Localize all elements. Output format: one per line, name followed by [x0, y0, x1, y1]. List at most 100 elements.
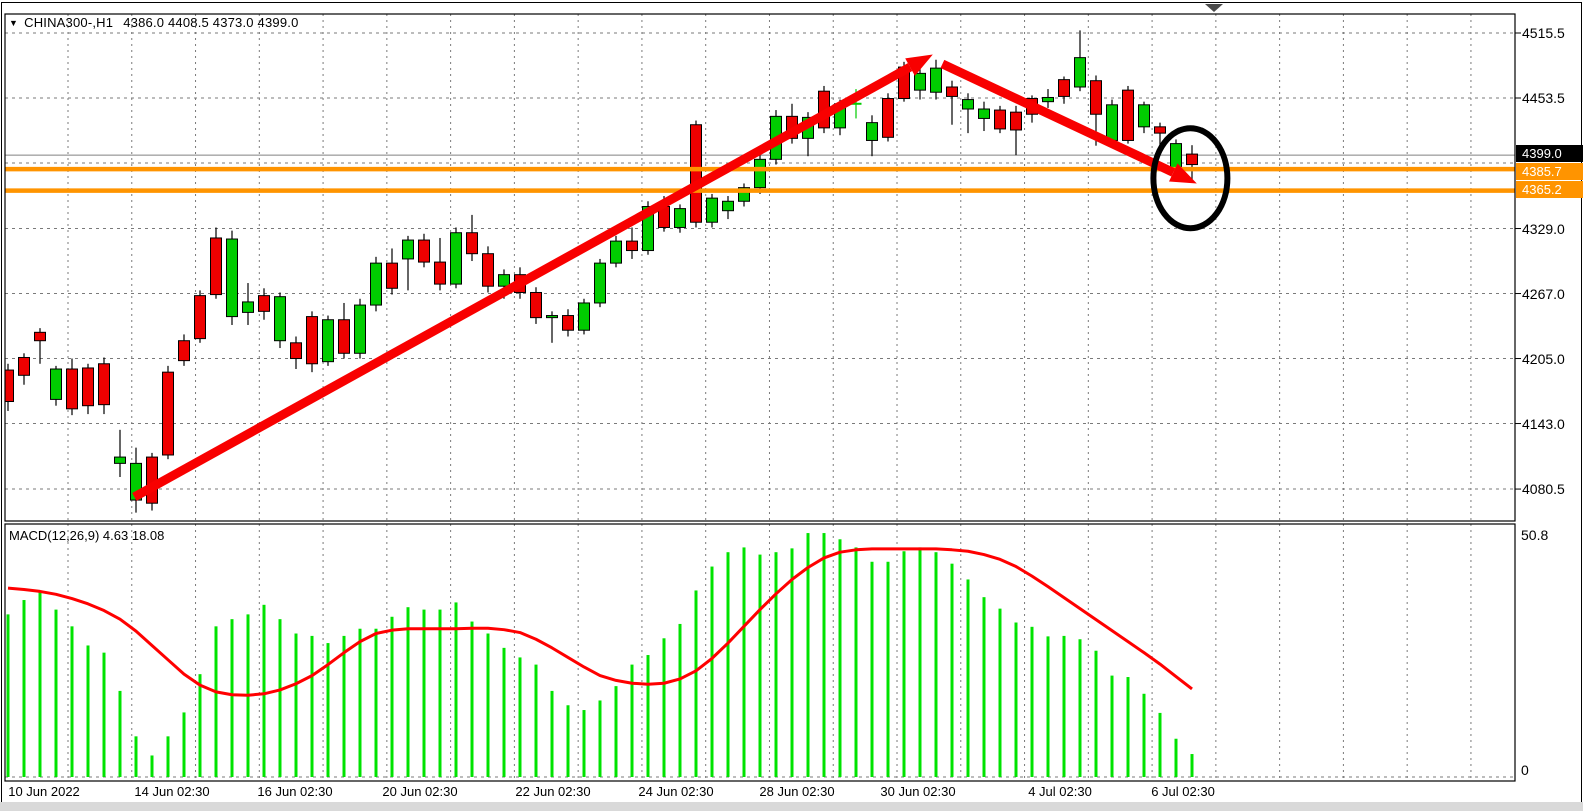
bull-candle: [706, 197, 718, 223]
macd-histogram-bar: [1190, 754, 1194, 777]
macd-histogram-bar: [1158, 712, 1162, 777]
bear-candle: [434, 261, 446, 285]
up-trend-arrow[interactable]: [132, 63, 913, 501]
macd-histogram-bar: [934, 552, 938, 777]
time-axis-label: 24 Jun 02:30: [638, 784, 714, 799]
macd-histogram-bar: [230, 619, 234, 777]
bull-candle: [578, 302, 590, 331]
bull-candle: [866, 122, 878, 141]
bull-candle: [50, 368, 62, 400]
macd-histogram-bar: [806, 533, 810, 777]
macd-histogram-bar: [1030, 626, 1034, 777]
macd-histogram-bar: [454, 602, 458, 777]
down-trend-arrow-head[interactable]: [1169, 163, 1197, 184]
macd-histogram-bar: [582, 710, 586, 777]
price-axis-label: 4205.0: [1522, 350, 1565, 367]
bull-candle: [322, 319, 334, 363]
bear-candle: [1010, 111, 1022, 131]
bull-candle: [914, 72, 926, 91]
bear-candle: [258, 295, 270, 312]
macd-histogram-bar: [726, 552, 730, 777]
macd-histogram-bar: [1094, 650, 1098, 777]
bull-candle: [1074, 57, 1086, 88]
window-bottom-strip: [0, 802, 1583, 811]
bear-candle: [1186, 153, 1198, 166]
macd-histogram-bar: [438, 609, 442, 777]
macd-histogram-bar: [406, 607, 410, 777]
macd-histogram-bar: [422, 609, 426, 777]
up-trend-arrow-head[interactable]: [905, 54, 933, 76]
down-trend-arrow[interactable]: [940, 59, 1176, 177]
bull-candle: [498, 274, 510, 287]
macd-histogram-bar: [166, 736, 170, 777]
bull-candle: [450, 232, 462, 285]
highlight-ellipse[interactable]: [1150, 125, 1231, 232]
bull-candle: [610, 240, 622, 264]
macd-axis-label: 0: [1521, 762, 1529, 778]
price-axis-label: 4515.5: [1522, 25, 1565, 41]
bear-candle: [946, 86, 958, 97]
level-price-box[interactable]: 4365.2: [1516, 181, 1583, 198]
macd-histogram-bar: [374, 628, 378, 777]
macd-histogram-bar: [758, 554, 762, 777]
time-axis-label: 22 Jun 02:30: [515, 784, 591, 799]
macd-histogram-bar: [790, 548, 794, 777]
macd-histogram-bar: [470, 621, 474, 777]
macd-histogram-bar: [358, 628, 362, 777]
bear-candle: [994, 109, 1006, 130]
macd-histogram-bar: [598, 700, 602, 777]
macd-histogram-bar: [854, 547, 858, 777]
bull-candle: [242, 301, 254, 313]
time-axis-label: 28 Jun 02:30: [759, 784, 835, 799]
macd-histogram-bar: [1078, 639, 1082, 777]
bull-candle: [354, 304, 366, 354]
time-axis-label: 20 Jun 02:30: [382, 784, 458, 799]
bear-candle: [1090, 80, 1102, 115]
macd-histogram-bar: [118, 690, 122, 777]
bear-candle: [1154, 126, 1166, 134]
macd-histogram-bar: [6, 614, 10, 777]
macd-histogram-bar: [1126, 677, 1130, 777]
bear-candle: [626, 240, 638, 252]
bull-candle: [722, 200, 734, 212]
macd-histogram-bar: [150, 755, 154, 777]
bull-candle: [962, 99, 974, 110]
bull-candle: [130, 462, 142, 501]
macd-histogram-bar: [662, 638, 666, 777]
bear-candle: [66, 368, 78, 410]
macd-layer: [6, 533, 1194, 777]
bear-candle: [290, 342, 302, 360]
macd-histogram-bar: [678, 623, 682, 777]
macd-histogram-bar: [390, 616, 394, 777]
price-axis-label: 4080.5: [1522, 481, 1565, 498]
bear-candle: [1058, 79, 1070, 97]
macd-histogram-bar: [630, 664, 634, 777]
bear-candle: [18, 356, 30, 376]
price-axis-label: 4453.5: [1522, 90, 1565, 106]
price-axis-label: 4329.0: [1522, 220, 1565, 237]
bull-candle: [114, 456, 126, 464]
macd-histogram-bar: [502, 647, 506, 777]
symbol-expander-icon[interactable]: ▼: [9, 18, 19, 28]
price-panel-border: [4, 13, 1516, 522]
macd-histogram-bar: [534, 664, 538, 777]
bear-candle: [162, 371, 174, 456]
macd-histogram-bar: [1014, 622, 1018, 777]
bear-candle: [386, 262, 398, 289]
level-price-box[interactable]: 4385.7: [1516, 163, 1583, 180]
bull-candle: [1138, 104, 1150, 128]
macd-histogram-bar: [278, 619, 282, 777]
macd-histogram-bar: [998, 608, 1002, 777]
macd-histogram-bar: [694, 590, 698, 777]
macd-histogram-bar: [886, 561, 890, 777]
bear-candle: [482, 253, 494, 287]
macd-histogram-bar: [1174, 738, 1178, 777]
macd-histogram-bar: [54, 609, 58, 777]
macd-histogram-bar: [134, 736, 138, 777]
time-axis-label: 16 Jun 02:30: [257, 784, 333, 799]
bull-candle: [402, 239, 414, 260]
bear-candle: [178, 340, 190, 362]
bull-candle: [642, 206, 654, 252]
macd-histogram-bar: [262, 604, 266, 777]
